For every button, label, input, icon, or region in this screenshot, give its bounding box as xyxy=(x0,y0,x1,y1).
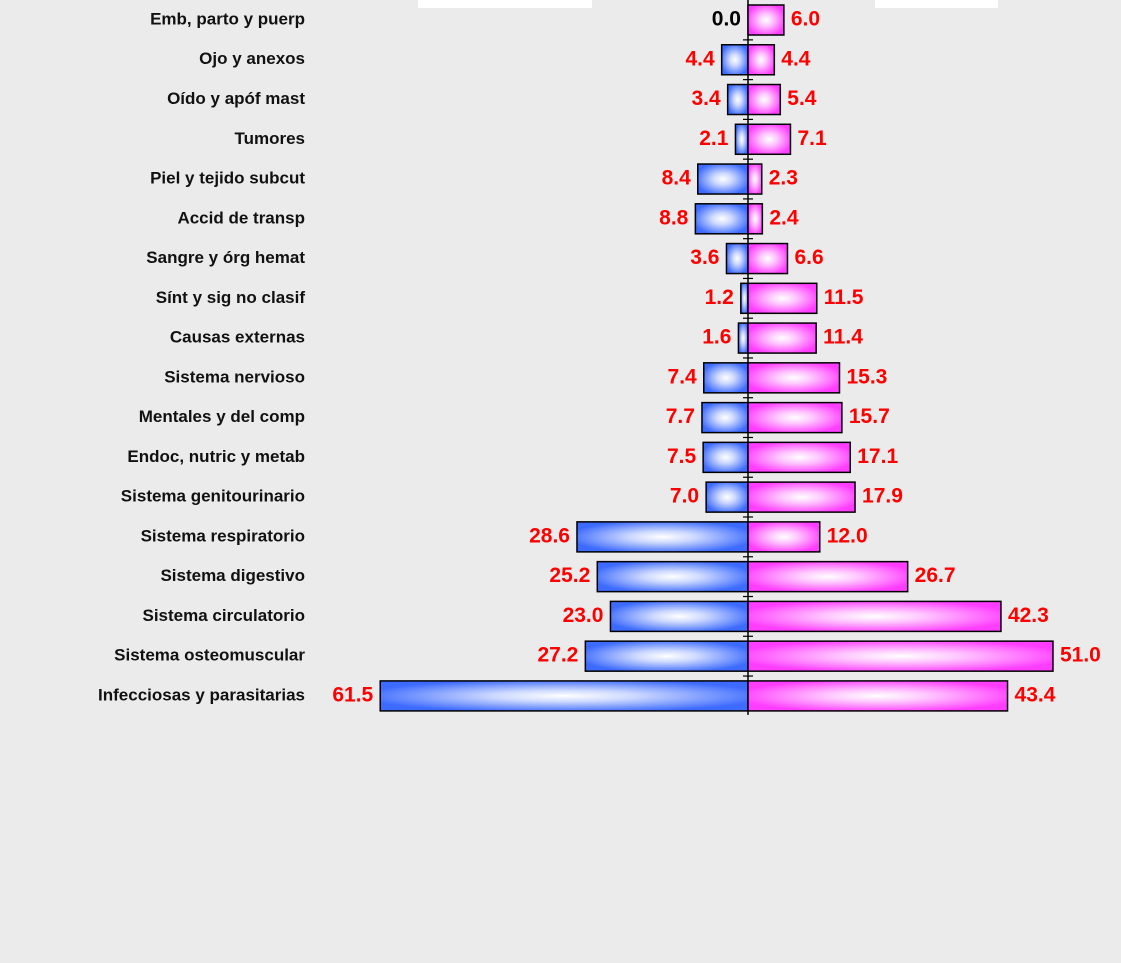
bar xyxy=(737,322,749,354)
category-label: Causas externas xyxy=(170,328,305,347)
value-label: 1.6 xyxy=(702,326,731,349)
category-label: Endoc, nutric y metab xyxy=(127,447,305,466)
legend-box xyxy=(418,0,592,8)
value-label: 11.5 xyxy=(824,286,864,309)
value-label: 25.2 xyxy=(549,564,590,587)
category-label: Tumores xyxy=(234,129,305,148)
bar xyxy=(702,362,749,394)
value-label: 4.4 xyxy=(685,47,715,70)
category-label: Sínt y sig no clasif xyxy=(156,288,306,307)
bar xyxy=(747,362,841,394)
bar xyxy=(609,600,749,633)
value-label: 15.7 xyxy=(849,405,890,428)
category-label: Sistema respiratorio xyxy=(141,526,305,545)
bar xyxy=(747,83,782,116)
value-label: 61.5 xyxy=(332,683,373,706)
value-label: 17.9 xyxy=(862,485,903,508)
value-label: 15.3 xyxy=(846,365,887,388)
bar xyxy=(734,123,749,156)
value-label: 6.6 xyxy=(794,246,823,269)
bar xyxy=(694,203,749,235)
bar xyxy=(596,560,749,593)
bar xyxy=(576,521,749,553)
bar xyxy=(747,521,821,553)
bar xyxy=(702,441,749,474)
bar xyxy=(747,203,764,235)
bar xyxy=(747,123,792,156)
value-label: 2.4 xyxy=(769,206,799,229)
value-label: 4.4 xyxy=(781,47,811,70)
category-label: Piel y tejido subcut xyxy=(150,169,305,188)
bar xyxy=(747,322,817,354)
value-label: 2.3 xyxy=(769,167,798,190)
value-label: 7.5 xyxy=(667,445,697,468)
value-label: 17.1 xyxy=(857,445,898,468)
bar xyxy=(726,83,749,116)
value-label: 42.3 xyxy=(1008,604,1049,627)
bar xyxy=(697,163,749,195)
category-label: Accid de transp xyxy=(177,208,305,227)
bar xyxy=(584,640,749,672)
value-label: 8.4 xyxy=(662,167,692,190)
bar xyxy=(379,680,749,712)
bar xyxy=(747,44,776,76)
bar xyxy=(740,282,749,315)
bar xyxy=(747,560,909,593)
category-label: Sistema circulatorio xyxy=(142,606,305,625)
bar xyxy=(720,44,749,76)
bar xyxy=(747,282,818,315)
value-label: 5.4 xyxy=(787,87,817,110)
category-label: Sistema digestivo xyxy=(160,566,305,585)
bar xyxy=(701,401,749,434)
value-label: 12.0 xyxy=(827,524,868,547)
value-label: 28.6 xyxy=(529,524,570,547)
legend-box xyxy=(875,0,998,8)
value-label: 7.1 xyxy=(797,127,827,150)
value-label: 6.0 xyxy=(791,8,820,31)
bar xyxy=(705,481,749,513)
category-label: Sangre y órg hemat xyxy=(146,248,305,267)
category-label: Sistema nervioso xyxy=(164,367,305,386)
bar xyxy=(747,441,852,474)
category-label: Emb, parto y puerp xyxy=(150,9,305,28)
bar xyxy=(747,163,763,195)
value-label: 0.0 xyxy=(712,8,741,31)
bar xyxy=(747,680,1009,712)
value-label: 23.0 xyxy=(563,604,604,627)
category-label: Infecciosas y parasitarias xyxy=(98,685,305,704)
category-label: Ojo y anexos xyxy=(199,49,305,68)
category-label: Sistema osteomuscular xyxy=(114,646,305,665)
value-label: 51.0 xyxy=(1060,644,1101,667)
value-label: 27.2 xyxy=(537,644,578,667)
value-label: 1.2 xyxy=(705,286,734,309)
bar xyxy=(747,481,856,513)
bar xyxy=(747,600,1002,633)
category-label: Sistema genitourinario xyxy=(121,487,305,506)
bar xyxy=(747,4,785,36)
value-label: 11.4 xyxy=(823,326,863,349)
value-label: 7.7 xyxy=(666,405,695,428)
bar xyxy=(725,242,749,275)
category-label: Mentales y del comp xyxy=(139,407,305,426)
bar xyxy=(747,242,789,275)
bar xyxy=(747,640,1054,672)
value-label: 8.8 xyxy=(659,206,689,229)
value-label: 2.1 xyxy=(699,127,729,150)
value-label: 7.0 xyxy=(670,485,699,508)
category-label: Oído y apóf mast xyxy=(167,89,305,108)
bar xyxy=(747,401,843,434)
value-label: 3.6 xyxy=(690,246,719,269)
value-label: 3.4 xyxy=(691,87,721,110)
value-label: 43.4 xyxy=(1015,683,1056,706)
value-label: 7.4 xyxy=(668,365,698,388)
value-label: 26.7 xyxy=(915,564,956,587)
